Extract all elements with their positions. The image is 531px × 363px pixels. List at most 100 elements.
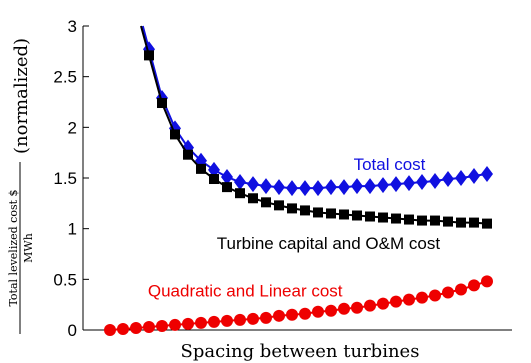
y-tick-label: 2 bbox=[68, 118, 77, 137]
data-point-diamond bbox=[273, 179, 285, 196]
data-point-circle bbox=[403, 293, 415, 306]
data-point-circle bbox=[351, 301, 363, 314]
data-point-diamond bbox=[260, 178, 272, 195]
data-point-square bbox=[417, 215, 427, 226]
data-point-diamond bbox=[416, 174, 428, 191]
data-point-square bbox=[287, 203, 297, 214]
data-point-square bbox=[157, 98, 167, 109]
series-line bbox=[140, 25, 488, 225]
annotation-layer: Total cost Turbine capital and O&M cost Qu… bbox=[148, 155, 440, 301]
y-tick-label: 1 bbox=[68, 220, 77, 239]
data-point-diamond bbox=[247, 176, 259, 193]
data-point-diamond bbox=[442, 171, 454, 188]
data-point-circle bbox=[156, 319, 168, 332]
data-point-square bbox=[443, 216, 453, 227]
data-point-diamond bbox=[234, 174, 246, 191]
data-point-circle bbox=[455, 283, 467, 296]
data-point-circle bbox=[221, 314, 233, 327]
data-point-diamond bbox=[286, 180, 298, 197]
data-point-diamond bbox=[208, 161, 220, 178]
data-point-square bbox=[235, 188, 245, 199]
data-point-circle bbox=[195, 316, 207, 329]
data-point-circle bbox=[286, 308, 298, 321]
data-point-circle bbox=[377, 297, 389, 310]
data-point-circle bbox=[130, 321, 142, 334]
data-point-circle bbox=[442, 286, 454, 299]
annotation-label: Quadratic and Linear cost bbox=[148, 282, 343, 301]
y-tick-label: 0 bbox=[68, 321, 77, 340]
data-point-square bbox=[404, 214, 414, 225]
data-point-diamond bbox=[364, 178, 376, 195]
data-point-diamond bbox=[468, 167, 480, 184]
data-point-square bbox=[391, 213, 401, 224]
axes: 0 0.5 1 1.5 2 2.5 3 bbox=[53, 17, 512, 340]
data-point-diamond bbox=[455, 170, 467, 186]
data-point-square bbox=[352, 210, 362, 221]
data-point-diamond bbox=[325, 179, 337, 196]
data-point-square bbox=[482, 218, 492, 229]
data-point-circle bbox=[273, 309, 285, 322]
data-point-diamond bbox=[429, 173, 441, 190]
series-1 bbox=[141, 25, 493, 197]
data-point-square bbox=[261, 197, 271, 208]
data-point-circle bbox=[143, 320, 155, 333]
data-point-circle bbox=[299, 307, 311, 320]
data-point-diamond bbox=[481, 165, 493, 182]
series-layer bbox=[104, 25, 493, 336]
data-point-square bbox=[170, 129, 180, 140]
data-point-diamond bbox=[403, 175, 415, 192]
data-point-square bbox=[222, 182, 232, 193]
data-point-square bbox=[378, 212, 388, 223]
data-point-circle bbox=[338, 302, 350, 315]
y-tick-label: 1.5 bbox=[53, 169, 77, 188]
data-point-circle bbox=[234, 313, 246, 326]
data-point-square bbox=[209, 174, 219, 185]
data-point-circle bbox=[325, 304, 337, 317]
data-point-square bbox=[196, 163, 206, 174]
data-point-square bbox=[339, 209, 349, 220]
data-point-diamond bbox=[338, 179, 350, 196]
data-point-circle bbox=[247, 312, 259, 325]
data-point-circle bbox=[364, 299, 376, 312]
y-axis-title-suffix: (normalized) bbox=[11, 38, 32, 154]
data-point-square bbox=[274, 200, 284, 211]
data-point-square bbox=[313, 207, 323, 218]
data-point-circle bbox=[429, 289, 441, 302]
data-point-square bbox=[326, 208, 336, 219]
data-point-diamond bbox=[377, 177, 389, 194]
data-point-circle bbox=[104, 324, 116, 336]
data-point-circle bbox=[390, 295, 402, 308]
data-point-circle bbox=[416, 291, 428, 304]
y-axis-title: Total levelized cost $ MWh (normalized) bbox=[7, 38, 35, 334]
y-axis-title-denominator: MWh bbox=[22, 233, 35, 263]
data-point-circle bbox=[260, 311, 272, 324]
data-point-square bbox=[300, 205, 310, 216]
data-point-square bbox=[248, 193, 258, 204]
annotation-label: Turbine capital and O&M cost bbox=[217, 234, 441, 253]
data-point-square bbox=[456, 217, 466, 228]
data-point-circle bbox=[208, 315, 220, 328]
y-axis-title-numerator: Total levelized cost $ bbox=[7, 189, 20, 306]
data-point-square bbox=[183, 149, 193, 160]
series-2 bbox=[140, 25, 492, 229]
data-point-square bbox=[430, 215, 440, 226]
y-tick-label: 2.5 bbox=[53, 68, 77, 87]
data-point-square bbox=[469, 217, 479, 228]
data-point-diamond bbox=[221, 168, 233, 185]
y-tick-label: 0.5 bbox=[53, 270, 77, 289]
data-point-diamond bbox=[299, 180, 311, 197]
data-point-circle bbox=[312, 305, 324, 318]
y-tick-label: 3 bbox=[68, 17, 77, 36]
series-line bbox=[141, 25, 488, 190]
series-3 bbox=[104, 275, 493, 336]
data-point-circle bbox=[468, 279, 480, 292]
data-point-circle bbox=[182, 317, 194, 330]
data-point-diamond bbox=[312, 180, 324, 197]
data-point-circle bbox=[169, 318, 181, 331]
annotation-label: Total cost bbox=[354, 155, 426, 174]
data-point-square bbox=[365, 211, 375, 222]
data-point-circle bbox=[117, 322, 129, 335]
x-axis-title: Spacing between turbines bbox=[181, 341, 420, 362]
data-point-diamond bbox=[390, 176, 402, 193]
